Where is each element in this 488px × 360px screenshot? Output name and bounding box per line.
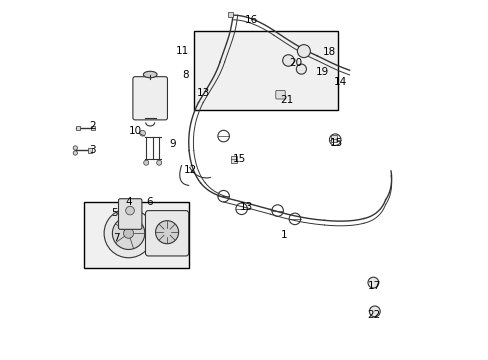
Bar — [84, 202, 188, 268]
Text: 8: 8 — [182, 70, 189, 80]
Text: 2: 2 — [89, 121, 96, 131]
Text: 7: 7 — [113, 233, 120, 243]
Circle shape — [123, 228, 133, 238]
FancyBboxPatch shape — [145, 211, 188, 256]
Circle shape — [297, 45, 310, 58]
Text: 9: 9 — [168, 139, 175, 149]
Text: 4: 4 — [125, 197, 131, 207]
Circle shape — [125, 206, 134, 215]
Text: 15: 15 — [232, 154, 246, 164]
Bar — [91, 126, 95, 130]
Bar — [194, 31, 337, 110]
Text: 21: 21 — [279, 95, 292, 105]
Text: 18: 18 — [322, 47, 336, 57]
Text: 15: 15 — [329, 138, 343, 148]
Bar — [76, 126, 80, 130]
Circle shape — [73, 151, 77, 155]
FancyBboxPatch shape — [133, 77, 167, 120]
Text: 5: 5 — [111, 208, 118, 218]
Circle shape — [156, 160, 162, 165]
Text: 13: 13 — [197, 88, 210, 98]
Circle shape — [155, 221, 178, 244]
Circle shape — [282, 55, 294, 66]
Text: 1: 1 — [280, 230, 286, 240]
Circle shape — [104, 209, 153, 258]
FancyBboxPatch shape — [118, 199, 142, 229]
Text: 19: 19 — [315, 67, 328, 77]
Text: 12: 12 — [183, 165, 197, 175]
Circle shape — [367, 277, 378, 288]
Ellipse shape — [143, 71, 157, 78]
Text: 17: 17 — [367, 281, 380, 291]
Bar — [88, 148, 92, 153]
Circle shape — [143, 160, 148, 165]
Circle shape — [368, 306, 380, 317]
Text: 22: 22 — [367, 310, 380, 320]
Text: 11: 11 — [175, 46, 188, 56]
Text: 13: 13 — [240, 202, 253, 212]
Bar — [330, 135, 336, 142]
Text: 14: 14 — [333, 77, 346, 87]
Text: 20: 20 — [289, 58, 302, 68]
Text: 3: 3 — [89, 145, 96, 156]
Bar — [230, 156, 236, 163]
Bar — [227, 12, 232, 17]
Text: 10: 10 — [128, 126, 142, 136]
Circle shape — [296, 64, 306, 74]
Circle shape — [73, 146, 77, 150]
Circle shape — [140, 130, 145, 136]
Text: 16: 16 — [244, 15, 258, 25]
Text: 6: 6 — [146, 197, 153, 207]
FancyBboxPatch shape — [275, 90, 285, 99]
Circle shape — [112, 217, 144, 249]
